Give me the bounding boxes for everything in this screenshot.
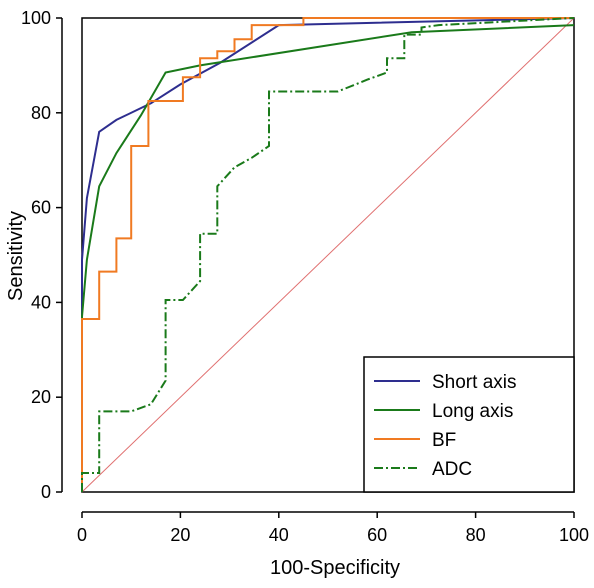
- y-tick-label: 60: [31, 198, 51, 218]
- legend-label: BF: [432, 430, 456, 451]
- y-tick-label: 80: [31, 103, 51, 123]
- plot-area: 0 20 40 60 80 100 0 20 40 60 80 100 Short axis Long a…: [21, 8, 589, 545]
- y-axis-label: Sensitivity: [5, 211, 27, 301]
- y-tick-label: 100: [21, 8, 51, 28]
- y-tick-label: 0: [41, 482, 51, 502]
- x-tick-label: 0: [77, 525, 87, 545]
- x-tick-label: 60: [367, 525, 387, 545]
- legend-box: [363, 356, 575, 493]
- legend-label: ADC: [432, 459, 472, 480]
- reference-diagonal: [81, 17, 575, 493]
- series-line-short-axis: [81, 17, 575, 492]
- x-axis-label: 100-Specificity: [270, 557, 400, 579]
- x-tick-label: 40: [269, 525, 289, 545]
- x-tick-label: 20: [170, 525, 190, 545]
- series-line-adc: [81, 17, 575, 492]
- series-line-bf: [81, 17, 574, 492]
- x-tick-label: 100: [559, 525, 589, 545]
- y-tick-label: 20: [31, 387, 51, 407]
- series-line-long-axis: [81, 24, 575, 492]
- legend-label: Short axis: [432, 372, 516, 393]
- legend-label: Long axis: [432, 401, 513, 422]
- y-tick-label: 40: [31, 292, 51, 312]
- x-tick-label: 80: [466, 525, 486, 545]
